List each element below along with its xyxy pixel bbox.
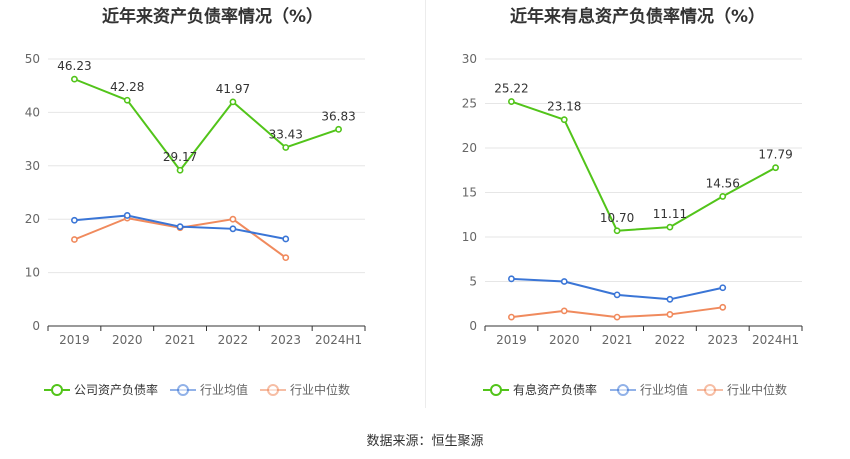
y-tick-label: 10 [462, 230, 477, 244]
data-point [719, 193, 727, 200]
y-tick-label: 30 [25, 159, 40, 173]
legend-marker-icon [617, 384, 629, 396]
chart-panel-right: 近年来有息资产负债率情况（%） 0 5 10 15 20 25 30 2019 2020 2021… [425, 0, 850, 420]
x-tick-label: 2022 [655, 333, 686, 347]
data-point [335, 125, 342, 133]
data-point [508, 98, 515, 105]
x-tick-label: 2024H1 [752, 333, 799, 347]
data-point [176, 166, 184, 174]
y-tick-label: 25 [462, 97, 477, 111]
legend-label: 行业中位数 [727, 382, 787, 397]
source-text: 数据来源：恒生聚源 [366, 434, 484, 449]
y-tick-label: 15 [462, 186, 477, 200]
data-point [666, 223, 674, 231]
x-tick-label: 2020 [549, 333, 580, 347]
data-point [176, 223, 184, 231]
line-chart-svg: 0 5 10 15 20 25 30 2019 2020 2021 2022 2023 2024H1 25… [462, 52, 803, 397]
legend-marker-icon [177, 384, 189, 396]
data-point [508, 275, 515, 283]
data-point [613, 313, 621, 321]
chart-title: 近年来资产负债率情况（%） [101, 7, 324, 27]
data-label: 36.83 [321, 109, 355, 123]
data-point [229, 98, 237, 106]
legend-marker-icon [704, 384, 716, 396]
legend-label: 行业均值 [200, 382, 248, 397]
x-tick-label: 2024H1 [315, 333, 362, 347]
data-label: 14.56 [706, 176, 740, 190]
data-point [666, 311, 674, 318]
legend-label: 行业均值 [640, 382, 688, 397]
x-tick-label: 2022 [218, 333, 249, 347]
y-tick-label: 0 [32, 319, 40, 333]
data-point [71, 75, 78, 83]
data-point [666, 295, 674, 303]
legend-label: 有息资产负债率 [513, 382, 597, 397]
y-tick-label: 20 [462, 141, 477, 155]
y-tick-label: 10 [25, 266, 40, 280]
legend-marker-icon [490, 384, 502, 396]
data-point [560, 278, 568, 285]
x-tick-label: 2021 [602, 333, 633, 347]
data-label: 33.43 [269, 127, 303, 141]
y-tick-label: 30 [462, 52, 477, 66]
x-tick-label: 2021 [165, 333, 196, 347]
x-tick-label: 2023 [270, 333, 301, 347]
series-line [511, 100, 777, 232]
data-point [560, 116, 568, 124]
x-tick-label: 2023 [707, 333, 738, 347]
data-point [282, 144, 290, 151]
data-label: 41.97 [216, 82, 250, 96]
y-tick-label: 40 [25, 105, 40, 119]
legend-marker-icon [267, 384, 279, 396]
legend-marker-icon [51, 384, 63, 396]
x-tick-label: 2020 [112, 333, 143, 347]
series-line [74, 78, 339, 172]
data-label: 17.79 [758, 148, 792, 162]
x-tick-label: 2019 [59, 333, 90, 347]
data-point [560, 307, 568, 315]
data-label: 29.17 [163, 150, 197, 164]
data-point [229, 215, 237, 223]
y-tick-label: 50 [25, 52, 40, 66]
chart-title: 近年来有息资产负债率情况（%） [509, 7, 766, 27]
data-label: 23.18 [547, 100, 581, 114]
data-point [71, 236, 78, 243]
data-point [123, 96, 131, 104]
y-tick-label: 0 [469, 319, 477, 333]
y-tick-label: 5 [469, 275, 477, 289]
y-tick-label: 20 [25, 212, 40, 226]
line-chart-svg: 0 10 20 30 40 50 2019 2020 2021 2022 2023 2024H1 46.… [25, 52, 366, 397]
data-point [613, 227, 621, 235]
data-point [719, 303, 727, 311]
chart-panel-left: 近年来资产负债率情况（%） 0 10 20 30 40 50 2019 2020 2021 202… [0, 0, 425, 420]
data-label: 11.11 [653, 207, 687, 221]
data-label: 42.28 [110, 80, 144, 94]
data-label: 10.70 [600, 211, 634, 225]
data-point [282, 254, 290, 262]
x-tick-label: 2019 [496, 333, 527, 347]
legend-label: 公司资产负债率 [74, 382, 158, 397]
data-point [508, 313, 515, 321]
data-label: 46.23 [57, 59, 91, 73]
data-point [229, 225, 237, 233]
data-point [719, 284, 727, 292]
data-point [71, 216, 78, 224]
data-point [613, 291, 621, 299]
data-point [282, 235, 290, 243]
legend-label: 行业中位数 [290, 382, 350, 397]
panel-divider [425, 0, 426, 408]
data-point [123, 212, 131, 219]
data-point [772, 164, 779, 172]
data-label: 25.22 [494, 82, 528, 96]
